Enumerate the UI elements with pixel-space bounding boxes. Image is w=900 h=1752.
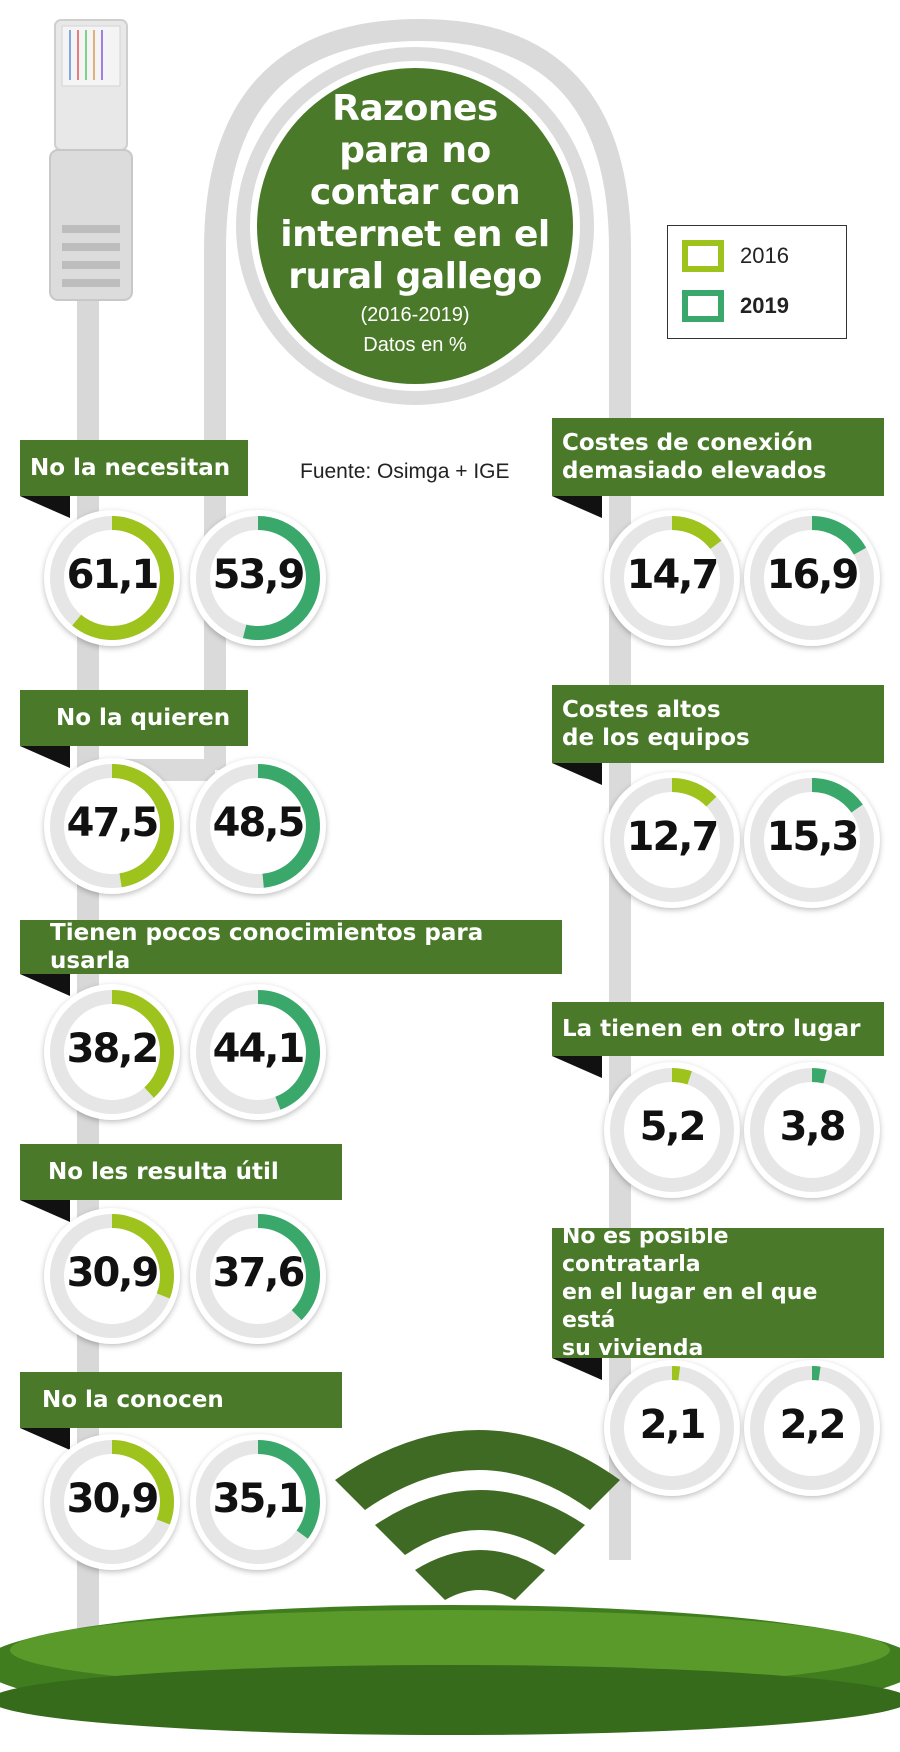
source-note: Fuente: Osimga + IGE (300, 460, 510, 483)
donut-value-2019-8: 2,2 (779, 1402, 847, 1448)
donut-value-2019-0: 53,9 (212, 552, 306, 598)
donut-value-2016-8: 2,1 (639, 1402, 707, 1448)
legend-entry-2016: 2016 (682, 240, 789, 272)
donut-value-2019-2: 44,1 (212, 1026, 306, 1072)
category-label-3: No les resulta útil (20, 1144, 342, 1200)
donut-value-2016-1: 47,5 (66, 800, 160, 846)
grass (0, 1605, 900, 1735)
legend-label-2019: 2019 (740, 293, 789, 318)
donut-value-2019-1: 48,5 (212, 800, 306, 846)
legend-swatch-2019 (682, 290, 724, 322)
legend: 2016 2019 (667, 225, 847, 339)
category-label-4: No la conocen (20, 1372, 342, 1428)
legend-label-2016: 2016 (740, 243, 789, 268)
donut-value-2016-3: 30,9 (66, 1250, 160, 1296)
category-label-0: No la necesitan (20, 440, 248, 496)
donut-value-2016-7: 5,2 (639, 1104, 707, 1150)
category-label-2: Tienen pocos conocimientos para usarla (20, 920, 562, 974)
donut-value-2019-5: 16,9 (766, 552, 860, 598)
donut-value-2016-6: 12,7 (626, 814, 720, 860)
donut-value-2019-4: 35,1 (212, 1476, 306, 1522)
chart-title: Razones para no contar con internet en e… (280, 88, 550, 297)
wifi-icon (335, 1430, 620, 1600)
donut-value-2019-7: 3,8 (779, 1104, 847, 1150)
donut-value-2016-5: 14,7 (626, 552, 720, 598)
title-circle (257, 68, 573, 384)
legend-entry-2019: 2019 (682, 290, 789, 322)
legend-swatch-2016 (682, 240, 724, 272)
donut-value-2016-2: 38,2 (66, 1026, 160, 1072)
cable-loop (204, 18, 631, 1560)
category-label-8: No es posible contratarla en el lugar en… (552, 1224, 884, 1361)
category-label-1: No la quieren (20, 690, 248, 746)
donut-value-2016-4: 30,9 (66, 1476, 160, 1522)
donut-value-2016-0: 61,1 (66, 552, 160, 598)
donut-value-2019-6: 15,3 (766, 814, 860, 860)
ethernet-connector (49, 19, 133, 301)
category-label-5: Costes de conexión demasiado elevados (552, 418, 884, 496)
subtitle-units: Datos en % (363, 334, 467, 356)
title-block: Razones para no contar con internet en e… (250, 88, 580, 358)
subtitle-years: (2016-2019) (360, 304, 470, 326)
category-label-6: Costes altos de los equipos (552, 685, 884, 763)
donut-value-2019-3: 37,6 (212, 1250, 306, 1296)
category-label-7: La tienen en otro lugar (552, 1002, 884, 1056)
